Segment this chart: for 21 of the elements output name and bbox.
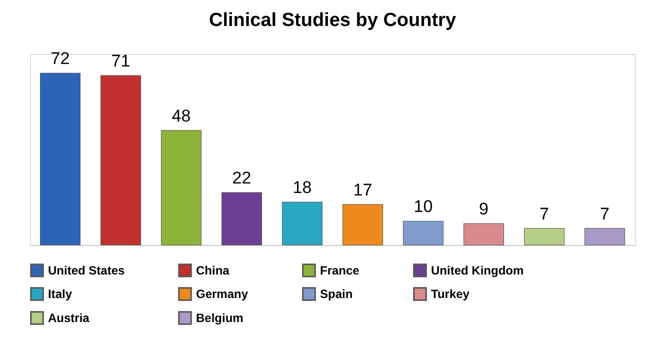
data-label: 7 (540, 204, 549, 224)
legend-label: United Kingdom (431, 263, 524, 278)
chart-title: Clinical Studies by Country (208, 10, 456, 32)
legend-label: China (196, 263, 230, 278)
data-label: 7 (600, 204, 610, 224)
legend-label: Spain (320, 287, 353, 301)
legend-label: France (320, 263, 360, 278)
data-label: 48 (172, 106, 191, 126)
data-label: 71 (111, 51, 130, 70)
legend-label: Austria (48, 311, 90, 325)
data-label: 18 (292, 178, 312, 198)
data-label: 9 (479, 200, 488, 219)
data-label: 72 (50, 49, 70, 68)
data-label: 10 (414, 197, 433, 216)
data-label: 22 (232, 168, 252, 188)
data-label: 17 (353, 180, 372, 200)
legend-label: Turkey (431, 287, 470, 301)
legend-label: Italy (48, 287, 72, 301)
legend-label: United States (48, 263, 126, 278)
legend-label: Belgium (196, 311, 244, 325)
legend-label: Germany (196, 287, 248, 301)
